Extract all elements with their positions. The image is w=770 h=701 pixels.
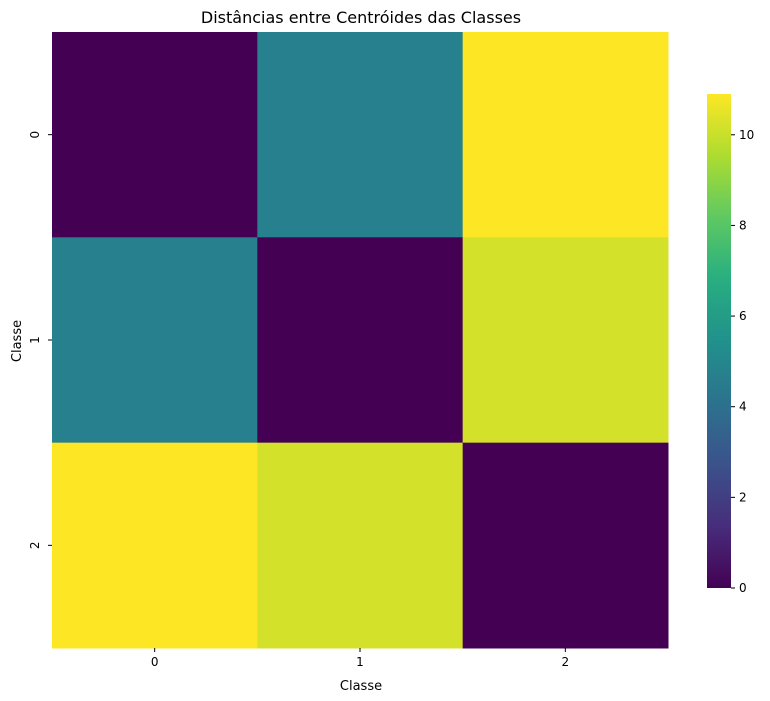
y-axis-label: Classe (10, 320, 25, 362)
heatmap-cell-0-2 (462, 32, 669, 238)
heatmap-cell-2-2 (462, 442, 669, 649)
heatmap-cell-0-0 (52, 32, 258, 238)
heatmap-cell-1-2 (462, 237, 669, 444)
y-axis-ticks: 0 1 2 (28, 131, 52, 549)
x-tick-label: 0 (151, 655, 159, 669)
x-tick-label: 2 (562, 655, 570, 669)
colorbar-tick-label: 10 (739, 128, 754, 142)
colorbar (707, 94, 731, 588)
colorbar-tick-label: 4 (739, 400, 747, 414)
x-axis-ticks: 0 1 2 (151, 648, 569, 669)
colorbar-tick-label: 8 (739, 218, 747, 232)
heatmap-cell-2-1 (257, 442, 464, 649)
colorbar-tick-label: 2 (739, 490, 747, 504)
y-tick-label: 0 (28, 131, 42, 139)
x-axis-label: Classe (340, 679, 382, 694)
heatmap-cells (52, 32, 669, 649)
colorbar-tick-label: 0 (739, 581, 747, 595)
colorbar-tick-label: 6 (739, 309, 747, 323)
heatmap-cell-1-0 (52, 237, 258, 444)
y-tick-label: 2 (28, 542, 42, 550)
x-tick-label: 1 (356, 655, 364, 669)
heatmap-cell-0-1 (257, 32, 464, 238)
heatmap-cell-2-0 (52, 442, 258, 649)
colorbar-ticks: 0 2 4 6 8 10 (731, 128, 754, 595)
heatmap-cell-1-1 (257, 237, 464, 444)
y-tick-label: 1 (28, 336, 42, 344)
chart-title: Distâncias entre Centróides das Classes (201, 8, 521, 27)
